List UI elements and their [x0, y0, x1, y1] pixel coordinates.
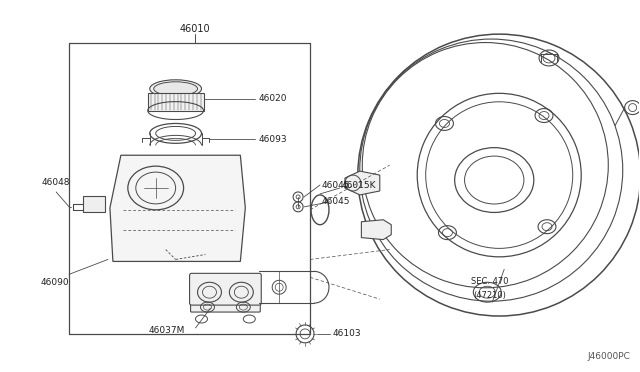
Text: 46048: 46048: [42, 177, 70, 186]
Text: SEC. 470: SEC. 470: [470, 277, 508, 286]
Text: 46037M: 46037M: [148, 326, 185, 336]
Text: (47210): (47210): [473, 291, 506, 300]
Polygon shape: [345, 171, 380, 195]
FancyBboxPatch shape: [191, 294, 260, 312]
Text: 46020: 46020: [259, 94, 287, 103]
Polygon shape: [362, 220, 391, 240]
Text: 46045: 46045: [322, 198, 351, 206]
Text: J46000PC: J46000PC: [588, 352, 630, 361]
Text: 46090: 46090: [41, 278, 70, 287]
Ellipse shape: [150, 80, 202, 98]
Text: 46015K: 46015K: [342, 180, 376, 189]
Ellipse shape: [154, 82, 198, 96]
Bar: [83, 196, 105, 212]
Polygon shape: [148, 93, 204, 110]
Text: 46045: 46045: [322, 180, 351, 189]
Text: 46093: 46093: [259, 135, 287, 144]
Text: 46010: 46010: [179, 24, 210, 34]
Polygon shape: [110, 155, 245, 262]
FancyBboxPatch shape: [189, 273, 261, 305]
Text: 46103: 46103: [333, 329, 362, 339]
